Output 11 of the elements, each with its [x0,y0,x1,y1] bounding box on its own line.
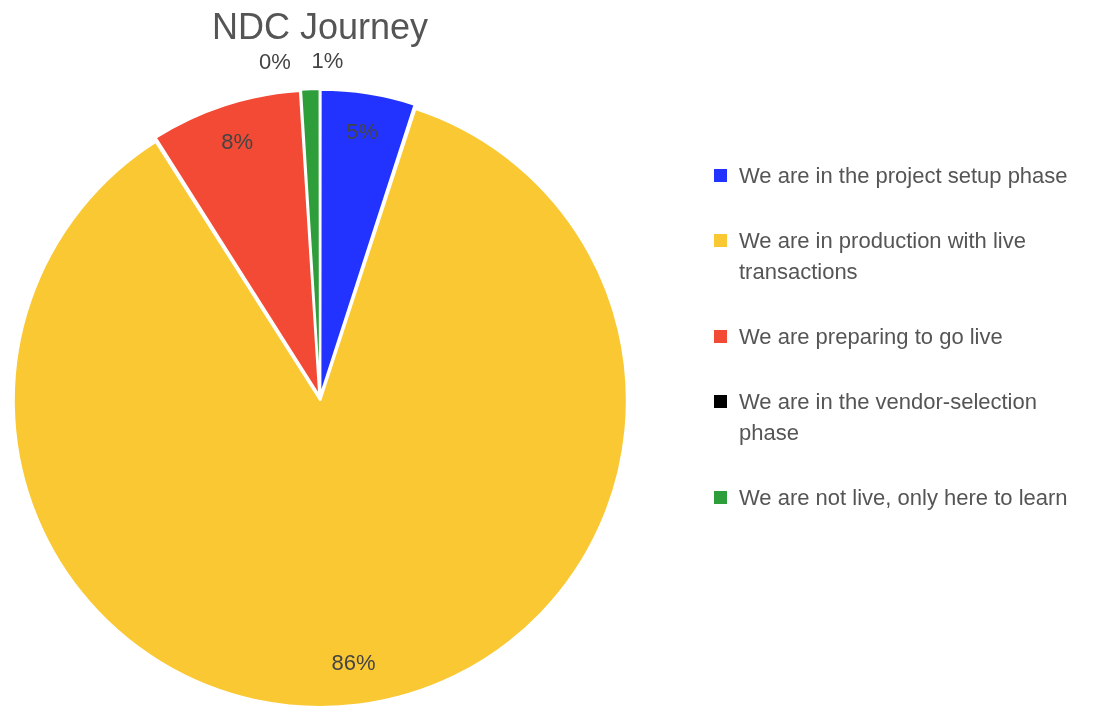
legend-label: We are in production with live transactions [739,227,1027,286]
legend-label: We are preparing to go live [739,323,1003,351]
data-label: 1% [311,48,344,74]
data-label: 86% [331,650,376,676]
legend-label: We are in the project setup phase [739,162,1068,190]
chart-title: NDC Journey [210,6,430,48]
data-label: 8% [221,128,253,154]
legend-label: We are in the vendor-selection phase [739,388,1038,447]
legend-label: We are not live, only here to learn [739,484,1068,512]
data-label: 5% [346,118,378,144]
text: 0% [259,48,291,74]
